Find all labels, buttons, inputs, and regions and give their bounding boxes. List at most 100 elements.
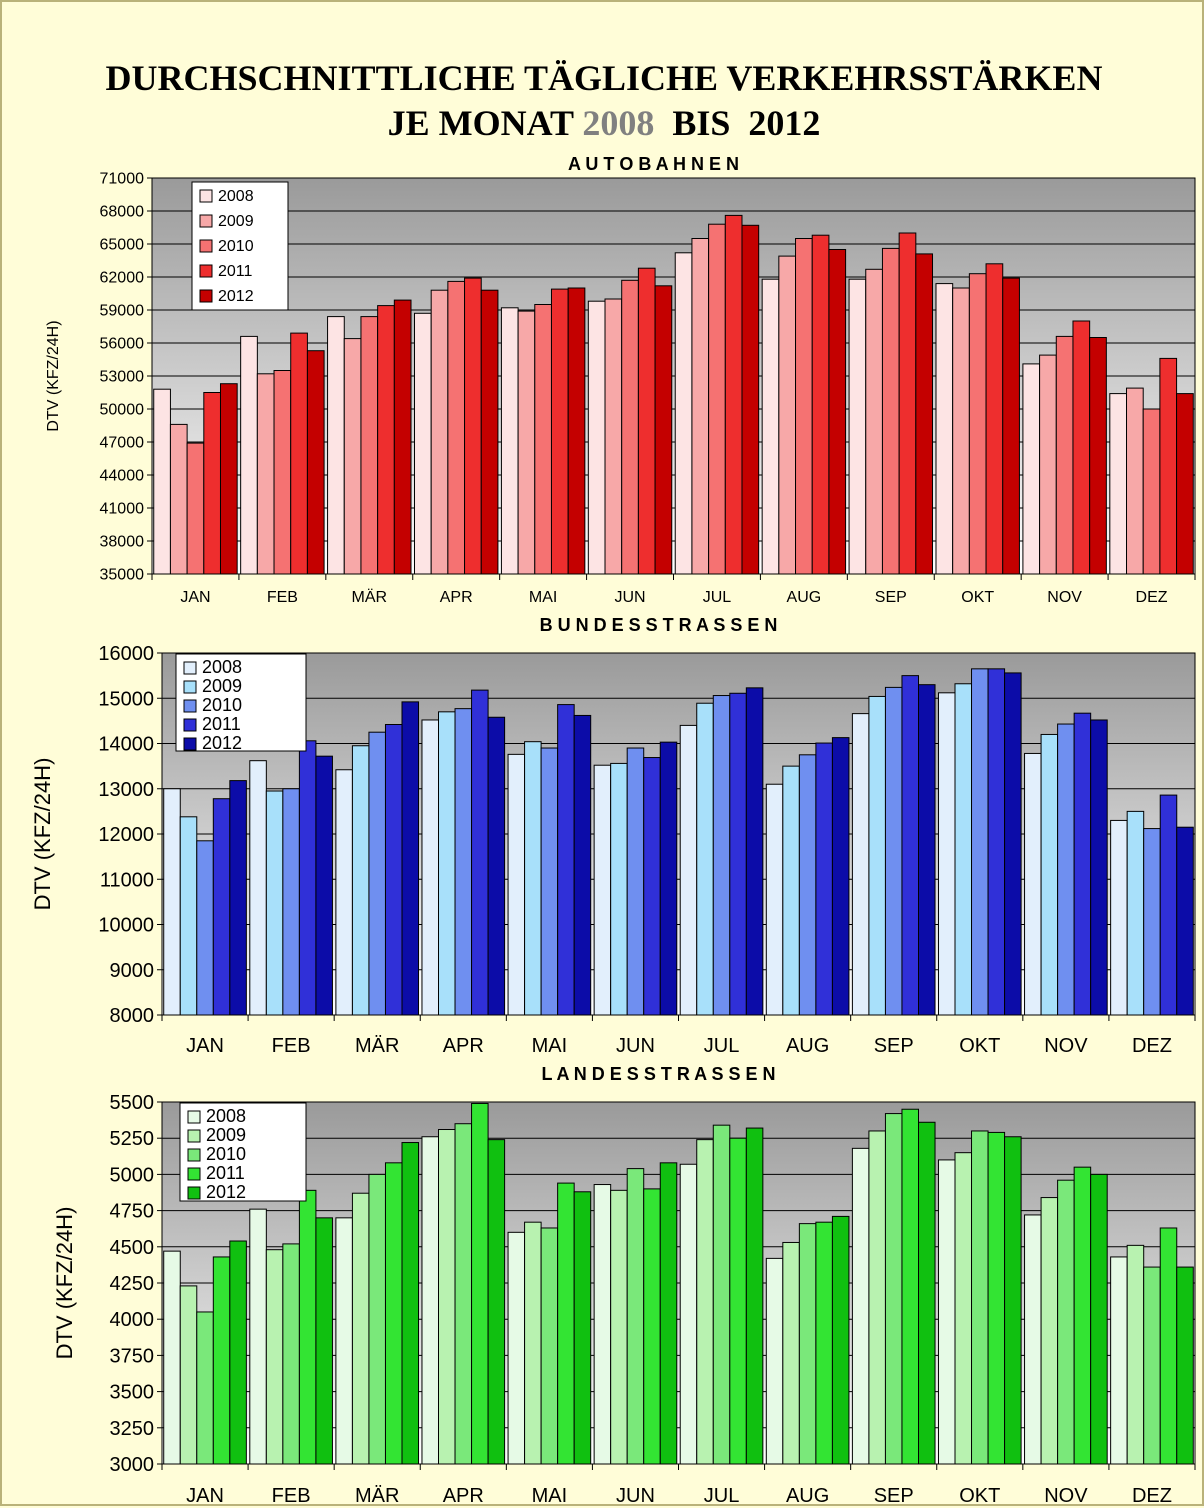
bar — [1090, 1173, 1108, 1465]
legend-swatch — [187, 1167, 201, 1181]
bar — [471, 689, 489, 1016]
bar — [212, 798, 231, 1016]
bar — [798, 754, 817, 1016]
bar — [1073, 712, 1092, 1016]
bar — [1109, 393, 1128, 575]
bar — [413, 312, 432, 575]
category-label: DEZ — [1132, 1035, 1172, 1057]
bar — [851, 1147, 870, 1465]
legend-label: 2008 — [202, 657, 242, 677]
bar — [384, 1162, 403, 1465]
bar — [1176, 826, 1194, 1016]
category-label: NOV — [1047, 589, 1082, 606]
bar — [471, 1102, 489, 1465]
bar — [163, 788, 181, 1016]
bar — [550, 288, 569, 575]
bar — [1057, 1179, 1075, 1465]
bar — [952, 287, 970, 575]
bar — [327, 316, 345, 575]
bar — [196, 840, 214, 1016]
bar — [937, 692, 956, 1016]
legend-swatch — [183, 737, 197, 751]
page-title: DURCHSCHNITTLICHE TÄGLICHE VERKEHRSSTÄRK… — [105, 58, 1103, 98]
bar — [507, 1231, 526, 1465]
legend-label: 2012 — [218, 288, 254, 305]
bar — [265, 790, 284, 1016]
legend-label: 2009 — [218, 213, 254, 230]
category-label: JAN — [186, 1485, 224, 1507]
bar — [1002, 277, 1020, 575]
y-axis-label: DTV (KFZ/24H) — [45, 320, 62, 431]
chart-3: 3000 3250 3500 3750 4000 4250 4500 4750 5000 5250… — [52, 1064, 1196, 1507]
bar — [831, 1215, 850, 1465]
bar — [219, 383, 238, 575]
y-tick-label: 35000 — [100, 567, 145, 584]
bar — [335, 1217, 353, 1465]
category-label: APR — [443, 1035, 484, 1057]
legend-swatch — [183, 680, 197, 694]
legend-label: 2011 — [206, 1163, 245, 1183]
bar — [1024, 1214, 1042, 1465]
bar — [265, 1249, 284, 1465]
category-label: NOV — [1044, 1485, 1088, 1507]
bar — [368, 1173, 386, 1465]
bar — [1126, 810, 1145, 1016]
bar — [1176, 393, 1194, 575]
y-tick-label: 65000 — [100, 237, 145, 254]
bar — [540, 747, 559, 1016]
bar — [290, 332, 308, 575]
bar — [659, 1162, 678, 1465]
bar — [831, 737, 850, 1016]
y-tick-label: 4250 — [110, 1273, 155, 1295]
y-tick-label: 15000 — [98, 688, 154, 710]
category-label: SEP — [874, 1035, 914, 1057]
bar — [360, 316, 379, 575]
bar — [203, 392, 221, 575]
bar — [868, 695, 886, 1016]
bar — [282, 1243, 300, 1465]
bar — [828, 249, 847, 575]
bar — [273, 370, 292, 575]
bar — [987, 668, 1006, 1016]
bar — [798, 1223, 817, 1465]
bar — [351, 745, 370, 1016]
bar — [1024, 752, 1042, 1016]
category-label: MAI — [529, 589, 557, 606]
y-tick-label: 47000 — [100, 435, 145, 452]
bar — [229, 1240, 247, 1465]
bar — [464, 277, 482, 575]
bar — [282, 788, 300, 1016]
bar — [430, 289, 449, 575]
bar — [971, 1130, 989, 1465]
category-label: JUL — [703, 589, 732, 606]
y-tick-label: 68000 — [100, 204, 145, 221]
y-tick-label: 10000 — [98, 915, 154, 937]
bar — [1004, 1136, 1022, 1465]
bar — [712, 1124, 731, 1465]
y-tick-label: 62000 — [100, 270, 145, 287]
y-tick-label: 3000 — [110, 1454, 155, 1476]
bar — [1143, 1266, 1161, 1465]
bar — [679, 724, 698, 1016]
bar — [637, 267, 656, 575]
bar — [659, 741, 678, 1016]
bar — [761, 278, 780, 575]
bar — [765, 1257, 784, 1465]
bar — [540, 1227, 559, 1465]
bar — [745, 687, 764, 1016]
bar — [298, 1189, 317, 1465]
bar — [954, 1152, 973, 1465]
bar — [745, 1127, 764, 1465]
chart-1: 35000 38000 41000 44000 47000 50000 53000 56000… — [45, 154, 1196, 606]
category-label: NOV — [1044, 1035, 1088, 1057]
y-tick-label: 3250 — [110, 1418, 155, 1440]
bar — [884, 1113, 903, 1465]
legend-swatch — [187, 1148, 201, 1162]
bar — [1126, 387, 1144, 575]
legend-swatch — [199, 264, 213, 278]
bar — [865, 268, 883, 575]
bar — [782, 1241, 800, 1465]
legend-swatch — [183, 718, 197, 732]
